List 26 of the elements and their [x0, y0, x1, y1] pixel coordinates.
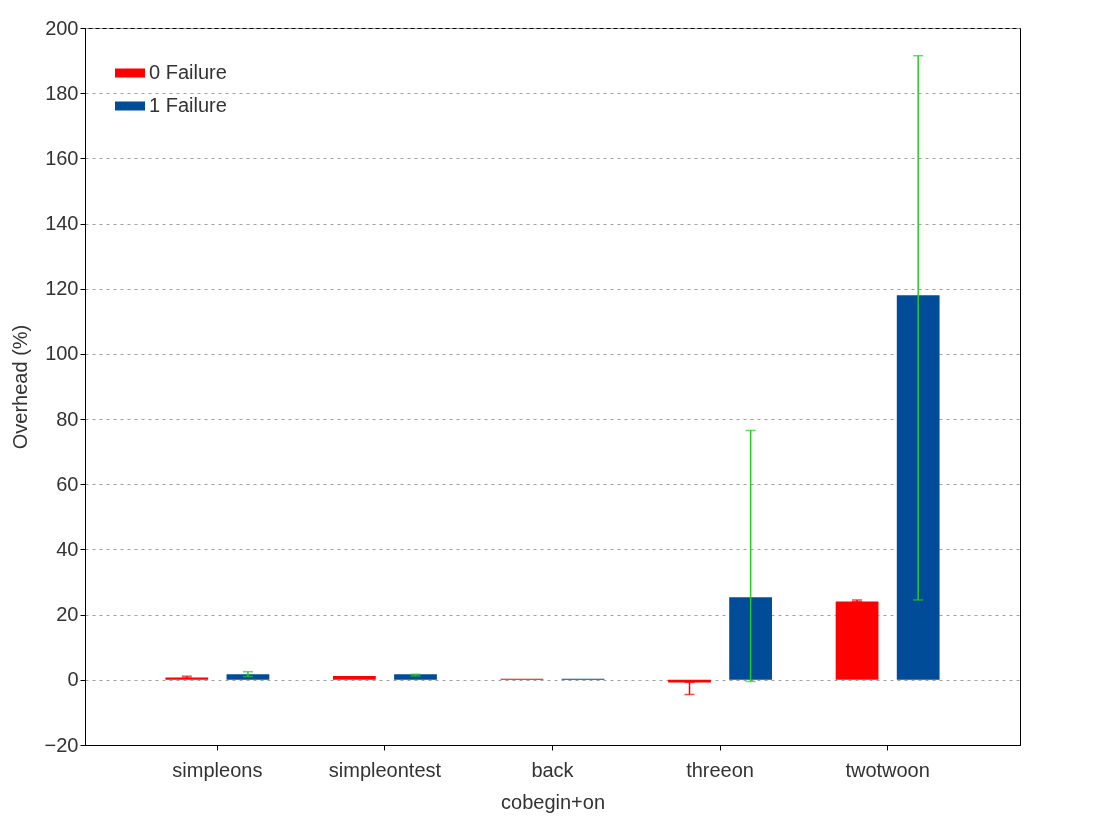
- x-tick-label: simpleons: [172, 758, 263, 781]
- y-tick-label: 140: [45, 212, 79, 235]
- y-tick-label: 200: [45, 16, 79, 39]
- x-tick-label: threeon: [686, 758, 754, 781]
- x-tick-label: twotwoon: [845, 758, 930, 781]
- y-tick-label: 120: [45, 277, 79, 300]
- y-tick-label: 80: [56, 407, 79, 430]
- y-tick-label: 60: [56, 472, 79, 495]
- y-tick-label: 40: [56, 537, 79, 560]
- bar: [729, 597, 773, 680]
- y-tick-label: 20: [56, 603, 79, 626]
- legend-label: 1 Failure: [149, 94, 227, 116]
- y-tick-label: −20: [44, 733, 79, 756]
- y-tick-label: 160: [45, 146, 79, 169]
- legend-label: 0 Failure: [149, 61, 227, 83]
- bar: [226, 674, 270, 680]
- bar: [896, 295, 940, 680]
- y-tick-label: 100: [45, 342, 79, 365]
- bar: [332, 675, 376, 680]
- y-tick-label: 0: [67, 668, 79, 691]
- bar: [835, 601, 879, 680]
- y-axis-title: Overhead (%): [8, 324, 31, 450]
- x-tick-label: simpleontest: [328, 758, 442, 781]
- x-axis-title: cobegin+on: [501, 790, 605, 813]
- x-tick-label: back: [531, 758, 575, 781]
- y-tick-label: 180: [45, 81, 79, 104]
